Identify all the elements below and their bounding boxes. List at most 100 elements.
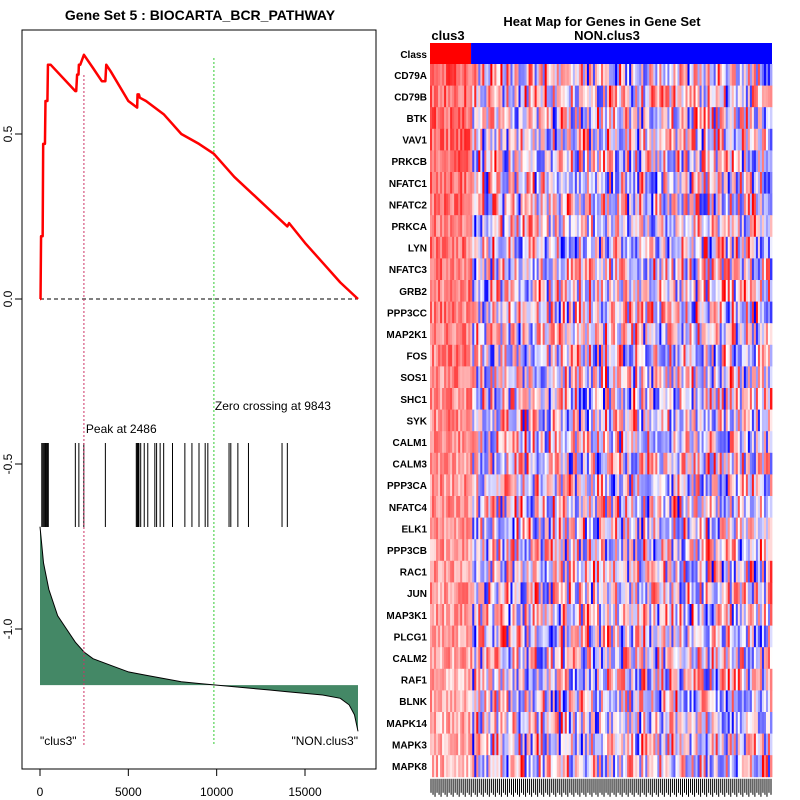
heatmap-cell (566, 323, 570, 346)
heatmap-cell (588, 128, 592, 151)
heatmap-cell (639, 366, 642, 389)
heatmap-cell (763, 215, 767, 238)
heatmap-cell (723, 625, 727, 648)
heatmap-cell (532, 604, 536, 626)
heatmap-cell (500, 647, 503, 670)
heatmap-cell (596, 496, 600, 518)
heatmap-cell (637, 193, 640, 216)
heatmap-cell (725, 64, 729, 86)
heatmap-cell (663, 280, 666, 302)
heatmap-cell (635, 668, 638, 691)
heatmap-cell (596, 344, 600, 367)
heatmap-cell (506, 366, 509, 389)
heatmap-cell (629, 323, 632, 346)
heatmap-cell (743, 85, 747, 108)
heatmap-cell (639, 452, 642, 475)
heatmap-cell (534, 474, 538, 497)
heatmap-cell (442, 258, 445, 281)
heatmap-cell (524, 301, 527, 324)
heatmap-cell (605, 625, 608, 648)
heatmap-cell (496, 409, 499, 432)
heatmap-cell (685, 560, 688, 583)
heatmap-cell (617, 625, 620, 648)
heatmap-cell (727, 517, 731, 540)
heatmap-cell (645, 517, 648, 540)
heatmap-cell (657, 280, 660, 302)
heatmap-cell (484, 64, 487, 86)
heatmap-cell (657, 409, 660, 432)
heatmap-cell (444, 452, 447, 475)
heatmap-cell (466, 85, 469, 108)
heatmap-cell (661, 280, 664, 302)
heatmap-cell (480, 474, 483, 497)
heatmap-cell (621, 582, 624, 605)
heatmap-cell (731, 344, 735, 367)
heatmap-cell (492, 431, 495, 454)
heatmap-cell (605, 366, 608, 389)
heatmap-cell (699, 172, 702, 194)
heatmap-cell (763, 193, 767, 216)
heatmap-cell (590, 431, 594, 454)
heatmap-cell (697, 85, 700, 108)
heatmap-cell (462, 64, 465, 86)
heatmap-cell (474, 539, 477, 562)
heatmap-cell (494, 496, 497, 518)
heatmap-cell (480, 517, 483, 540)
heatmap-cell (627, 64, 630, 86)
heatmap-cell (701, 107, 704, 130)
heatmap-cell (685, 517, 688, 540)
heatmap-cell (508, 193, 511, 216)
heatmap-cell (468, 128, 471, 151)
heatmap-cell (649, 236, 652, 259)
heatmap-cell (450, 366, 453, 389)
heatmap-cell (657, 452, 660, 475)
heatmap-cell (655, 668, 658, 691)
heatmap-cell (486, 604, 489, 626)
heatmap-cell (703, 258, 707, 281)
heatmap-cell (657, 625, 660, 648)
heatmap-cell (725, 625, 729, 648)
heatmap-cell (657, 366, 660, 389)
heatmap-cell (727, 474, 731, 497)
heatmap-cell (609, 85, 612, 108)
heatmap-cell (627, 560, 630, 583)
heatmap-cell (470, 668, 473, 691)
heatmap-cell (623, 215, 626, 238)
heatmap-cell (769, 366, 773, 389)
heatmap-cell (647, 215, 650, 238)
heatmap-cell (621, 668, 624, 691)
heatmap-cell (697, 215, 700, 238)
heatmap-cell (456, 409, 459, 432)
heatmap-cell (568, 236, 572, 259)
heatmap-cell (705, 582, 709, 605)
heatmap-cell (637, 128, 640, 151)
heatmap-cell (769, 604, 773, 626)
heatmap-cell (687, 215, 690, 238)
heatmap-cell (603, 539, 606, 562)
heatmap-cell (534, 582, 538, 605)
heatmap-cell (757, 409, 761, 432)
heatmap-cell (528, 560, 531, 583)
heatmap-cell (601, 452, 604, 475)
heatmap-cell (691, 560, 694, 583)
heatmap-cell (721, 172, 725, 194)
heatmap-cell (679, 431, 682, 454)
heatmap-cell (498, 474, 501, 497)
heatmap-cell (590, 280, 594, 302)
heatmap-cell (436, 64, 439, 86)
heatmap-cell (584, 539, 588, 562)
heatmap-cell (540, 625, 544, 648)
heatmap-cell (436, 560, 439, 583)
heatmap-cell (552, 431, 556, 454)
heatmap-cell (574, 582, 578, 605)
heatmap-cell (536, 193, 540, 216)
heatmap-cell (657, 85, 660, 108)
heatmap-cell (631, 431, 634, 454)
heatmap-cell (464, 301, 467, 324)
heatmap-cell (502, 280, 505, 302)
heatmap-cell (538, 517, 542, 540)
heatmap-cell (749, 496, 753, 518)
heatmap-cell (627, 625, 630, 648)
heatmap-cell (450, 215, 453, 238)
heatmap-cell (492, 172, 495, 194)
